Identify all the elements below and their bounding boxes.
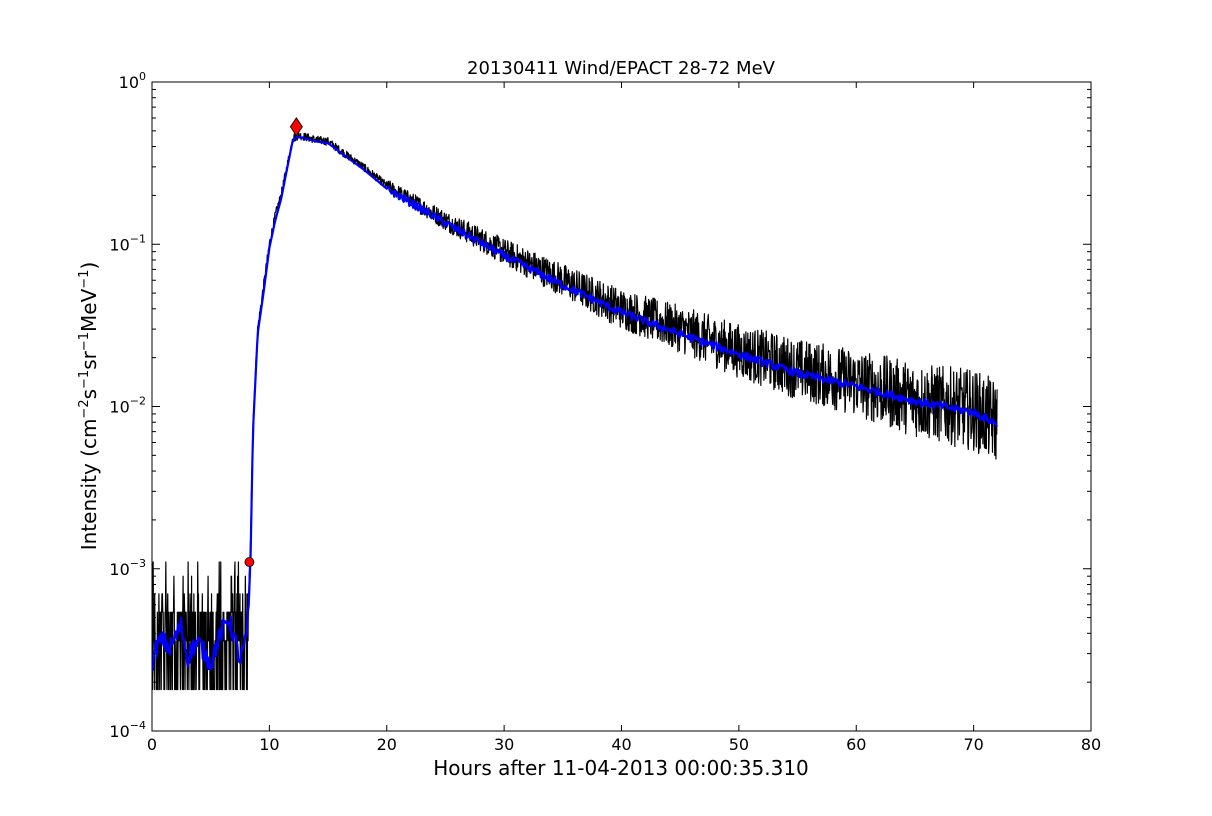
y-tick-label: 10−1 xyxy=(109,232,146,254)
x-tick-label: 40 xyxy=(611,735,631,754)
x-tick-label: 60 xyxy=(846,735,866,754)
y-tick-label: 10−3 xyxy=(109,557,146,579)
x-tick-label: 20 xyxy=(377,735,397,754)
x-axis-label: Hours after 11-04-2013 00:00:35.310 xyxy=(433,756,809,780)
x-tick-label: 10 xyxy=(259,735,279,754)
x-tick-label: 30 xyxy=(494,735,514,754)
y-tick-label: 100 xyxy=(119,70,146,92)
marker-onset xyxy=(244,557,255,567)
y-axis-label: Intensity (cm−2s−1sr−1MeV−1) xyxy=(77,262,101,551)
x-tick-label: 70 xyxy=(963,735,983,754)
series-smoothed-line xyxy=(152,135,999,672)
x-tick-label: 50 xyxy=(729,735,749,754)
chart-title: 20130411 Wind/EPACT 28-72 MeV xyxy=(467,58,776,79)
y-tick-label: 10−2 xyxy=(109,395,146,417)
plot-area xyxy=(152,132,999,691)
axis-ticks: 0 10 20 30 40 50 60 70 80 10−4 10−3 10−2 10−1 100 xyxy=(109,70,1101,754)
marker-peak xyxy=(289,117,303,137)
x-tick-label: 80 xyxy=(1081,735,1101,754)
x-tick-label: 0 xyxy=(147,735,157,754)
y-tick-label: 10−4 xyxy=(109,719,146,741)
